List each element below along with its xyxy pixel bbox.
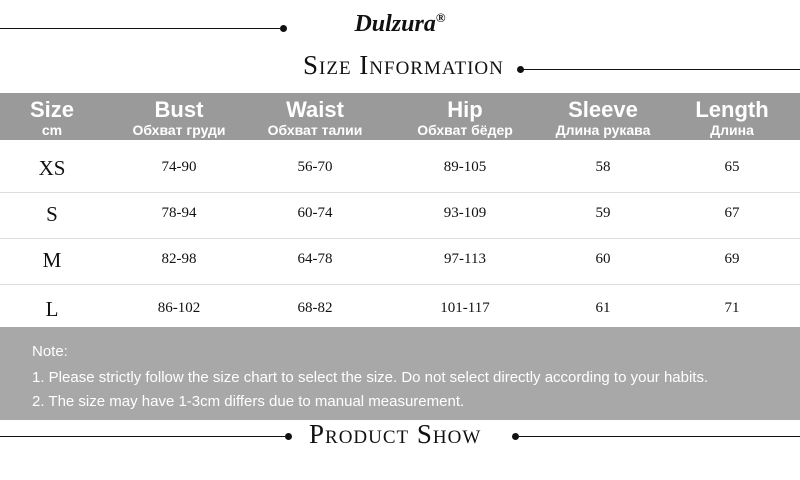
value-cell: 74-90 xyxy=(161,159,197,175)
column-sub: Обхват груди xyxy=(132,122,226,138)
column-name: Length xyxy=(695,97,769,122)
note-box: Note: 1. Please strictly follow the size… xyxy=(0,327,800,420)
column-sub: Обхват бёдер xyxy=(417,122,513,138)
column-header: Sleeve Длина рукава xyxy=(528,93,678,137)
column-sub: Длина рукава xyxy=(555,122,651,138)
value-cell: 60 xyxy=(595,251,611,267)
rule xyxy=(0,28,280,29)
dot xyxy=(285,433,292,440)
value-cell: 82-98 xyxy=(161,251,197,267)
title: Size Information xyxy=(303,50,504,80)
value-cell: 89-105 xyxy=(443,159,487,175)
column-name: Waist xyxy=(286,97,344,122)
value-cell: 60-74 xyxy=(297,205,333,221)
brand-mark: ® xyxy=(435,10,446,25)
column-header: Length Длина xyxy=(657,93,800,137)
value-cell: 68-82 xyxy=(297,300,333,316)
brand-logo: Dulzura® xyxy=(0,10,800,38)
value-cell: 69 xyxy=(724,251,740,267)
row-separator xyxy=(0,284,800,285)
value-cell: 65 xyxy=(724,159,740,175)
column-name: Hip xyxy=(447,97,483,122)
note-line: 1. Please strictly follow the size chart… xyxy=(32,369,709,386)
size-cell: XS xyxy=(38,156,66,180)
column-sub: Обхват талии xyxy=(267,122,363,138)
value-cell: 86-102 xyxy=(157,300,201,316)
value-cell: 56-70 xyxy=(297,159,333,175)
size-cell: M xyxy=(42,248,62,272)
value-cell: 64-78 xyxy=(297,251,333,267)
column-sub: cm xyxy=(41,122,63,138)
size-cell: S xyxy=(46,202,58,226)
column-name: Sleeve xyxy=(568,97,638,122)
value-cell: 58 xyxy=(595,159,611,175)
value-cell: 78-94 xyxy=(161,205,197,221)
column-header: Hip Обхват бёдер xyxy=(390,93,540,137)
dot xyxy=(280,25,287,32)
rule xyxy=(520,69,800,70)
value-cell: 93-109 xyxy=(443,205,487,221)
section-title: Product Show xyxy=(309,419,482,449)
value-cell: 61 xyxy=(595,300,611,316)
value-cell: 101-117 xyxy=(440,300,490,316)
column-sub: Длина xyxy=(710,122,754,138)
row-separator xyxy=(0,192,800,193)
column-name: Size xyxy=(29,97,75,122)
brand: Dulzura xyxy=(354,11,436,37)
value-cell: 67 xyxy=(724,205,740,221)
value-cell: 71 xyxy=(724,300,740,316)
note-heading: Note: xyxy=(32,343,68,360)
column-header: Size cm xyxy=(0,93,127,137)
column-header: Waist Обхват талии xyxy=(240,93,390,137)
value-cell: 97-113 xyxy=(444,251,486,267)
size-cell: L xyxy=(45,297,59,321)
row-separator xyxy=(0,238,800,239)
rule xyxy=(515,436,800,437)
value-cell: 59 xyxy=(595,205,611,221)
note-line: 2. The size may have 1-3cm differs due t… xyxy=(32,393,465,410)
table-header: Size cm Bust Обхват груди Waist Обхват талии H… xyxy=(0,93,800,140)
rule xyxy=(0,436,285,437)
column-header: Bust Обхват груди xyxy=(104,93,254,137)
column-name: Bust xyxy=(154,97,204,122)
